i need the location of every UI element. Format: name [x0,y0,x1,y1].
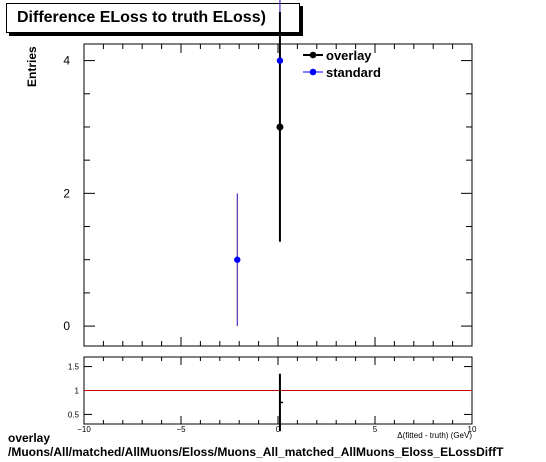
standard-point [234,256,241,263]
ratio-axis-ticks: 0.5 1 1.5 −10 −5 0 5 10 [68,357,477,434]
ratio-y-tick-label: 0.5 [68,410,80,419]
ratio-marks [84,373,472,432]
legend-marker-standard [309,68,317,76]
ratio-x-tick-label: −5 [176,425,186,434]
ratio-y-tick-label: 1 [75,387,80,396]
overlay-point [276,123,284,131]
main-axis-ticks: 0 2 4 [63,44,473,346]
ratio-x-tick-label: 10 [468,425,477,434]
ratio-y-tick-label: 1.5 [68,363,80,372]
chart-title: Difference ELoss to truth ELoss) [17,9,266,26]
legend-label-overlay: overlay [326,48,372,63]
main-frame [83,43,473,347]
ratio-x-tick-label: 0 [276,425,281,434]
ratio-x-tick-label: 5 [373,425,378,434]
title-box: Difference ELoss to truth ELoss) [6,3,300,33]
legend-marker-overlay [309,51,317,59]
footer-line-1: overlay [8,431,51,445]
y-tick-label: 0 [63,319,70,333]
legend-label-standard: standard [326,65,381,80]
y-tick-label: 2 [63,186,70,200]
footer-line-2: /Muons/All/matched/AllMuons/Eloss/Muons_… [8,445,504,459]
footer: overlay /Muons/All/matched/AllMuons/Elos… [8,431,503,459]
legend: overlay standard [303,48,381,80]
standard-point [276,57,284,64]
main-pad [83,43,473,347]
x-axis-label: Δ(fitted - truth) (GeV) [397,431,472,440]
y-tick-label: 4 [63,54,70,68]
ratio-x-tick-label: −10 [77,425,91,434]
main-marks [234,0,284,327]
